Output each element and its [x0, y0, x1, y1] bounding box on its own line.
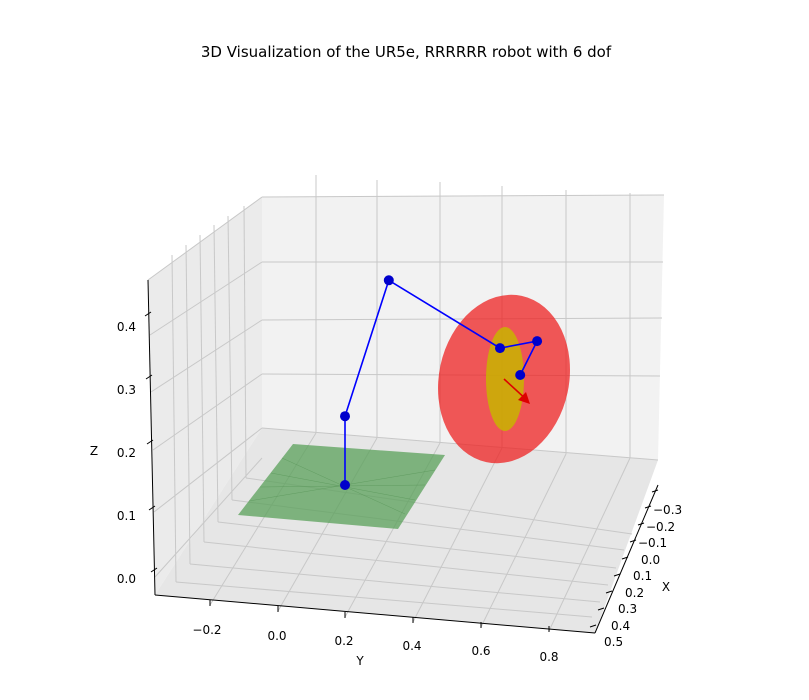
tool-arrowhead — [518, 392, 530, 404]
grid-line — [261, 194, 665, 198]
grid-line — [152, 373, 263, 451]
x-tick-label: 0.0 — [641, 553, 660, 567]
x-tick-mark — [621, 556, 629, 560]
x-tick-label: 0.4 — [611, 619, 630, 633]
z-tick-mark — [144, 311, 152, 317]
x-tick-mark — [644, 505, 652, 509]
axes — [147, 279, 659, 634]
tick-marks — [144, 311, 659, 632]
z-tick-label: 0.1 — [117, 509, 136, 523]
y-tick-label: 0.6 — [471, 644, 490, 658]
x-axis-line — [594, 484, 659, 634]
grid-line — [412, 447, 503, 623]
z-tick-label: 0.2 — [117, 446, 136, 460]
y-tick-label: 0.0 — [267, 629, 286, 643]
grid-line — [199, 234, 205, 543]
robot-arm — [340, 275, 543, 490]
grid-line — [213, 224, 219, 523]
grid-line — [548, 457, 631, 632]
x-tick-label: −0.2 — [646, 520, 675, 534]
z-tick-labels: 0.0 0.1 0.2 0.3 0.4 — [117, 320, 136, 586]
x-tick-mark — [637, 522, 645, 526]
x-tick-mark — [597, 607, 605, 611]
joint-shoulder — [340, 411, 350, 422]
y-tick-label: 0.4 — [402, 639, 421, 653]
grid-line — [217, 521, 617, 569]
x-tick-label: 0.2 — [625, 586, 644, 600]
y-tick-label: 0.8 — [539, 650, 558, 664]
x-tick-mark — [613, 573, 621, 577]
grid-line — [171, 254, 177, 583]
joint-wrist-1 — [495, 343, 505, 354]
y-axis-label: Y — [355, 654, 364, 668]
z-tick-label: 0.4 — [117, 320, 136, 334]
grid-line — [154, 457, 263, 578]
grid-line — [243, 205, 247, 479]
y-tick-label: 0.2 — [334, 634, 353, 648]
z-tick-label: 0.0 — [117, 572, 136, 586]
grid-line — [175, 581, 593, 618]
z-tick-mark — [146, 439, 154, 445]
grid-line — [153, 427, 263, 513]
x-tick-label: 0.5 — [604, 635, 623, 649]
panes — [148, 195, 664, 633]
x-tick-labels: −0.3 −0.2 −0.1 0.0 0.1 0.2 0.3 0.4 0.5 — [604, 503, 682, 649]
y-axis-line — [154, 594, 596, 634]
joint-base — [340, 480, 350, 490]
z-tick-label: 0.3 — [117, 383, 136, 397]
z-axis-line — [147, 279, 156, 596]
joint-elbow — [383, 275, 394, 286]
grid-line — [147, 196, 263, 281]
robot-links — [344, 279, 539, 485]
z-tick-mark — [150, 567, 158, 573]
grid-line — [203, 541, 609, 586]
x-tick-mark — [589, 624, 597, 628]
grid-line — [189, 563, 601, 603]
z-axis-label: Z — [90, 444, 98, 458]
chart-title: 3D Visualization of the UR5e, RRRRRR rob… — [201, 43, 612, 61]
x-tick-mark — [629, 539, 637, 543]
y-tick-labels: −0.2 0.0 0.2 0.4 0.6 0.8 — [192, 623, 558, 664]
x-axis-label: X — [662, 580, 670, 594]
joint-wrist-3 — [515, 370, 526, 380]
grid-line — [261, 317, 663, 321]
x-tick-label: 0.3 — [618, 602, 637, 616]
x-tick-mark — [605, 590, 613, 594]
y-tick-label: −0.2 — [192, 623, 221, 637]
joint-wrist-2 — [532, 336, 543, 347]
x-tick-mark — [651, 489, 659, 493]
x-tick-label: 0.1 — [633, 569, 652, 583]
left-wall-pane — [148, 197, 262, 595]
grid-line — [149, 261, 263, 336]
grid-line — [227, 215, 233, 501]
grid-line — [185, 244, 191, 565]
x-tick-label: −0.3 — [653, 503, 682, 517]
z-tick-mark — [148, 505, 156, 511]
grid-line — [480, 453, 567, 628]
z-tick-mark — [145, 374, 153, 380]
grid-line — [150, 319, 263, 393]
x-tick-label: −0.1 — [638, 536, 667, 550]
